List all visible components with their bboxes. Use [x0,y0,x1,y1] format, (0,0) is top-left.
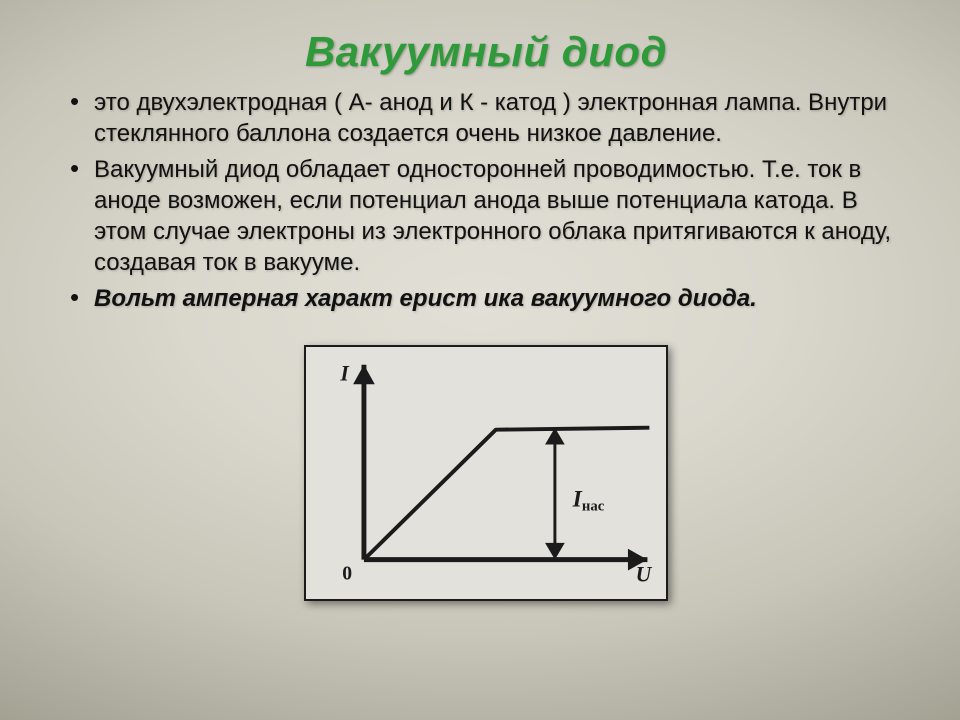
list-item: Вакуумный диод обладает односторонней пр… [66,155,912,278]
bullet-text-2: Вольт амперная характ ерист ика вакуумно… [94,285,757,312]
svg-text:U: U [636,562,653,586]
bullet-text-1: Вакуумный диод обладает односторонней пр… [94,156,891,275]
bullet-text-0: это двухэлектродная ( А- анод и К - като… [94,89,887,147]
iv-curve-chart: I U 0 Iнас [304,345,668,601]
figure-frame: I U 0 Iнас [304,345,668,601]
svg-text:Iнас: Iнас [572,487,605,515]
svg-text:I: I [339,362,350,386]
bullet-list: это двухэлектродная ( А- анод и К - като… [66,88,912,315]
list-item: это двухэлектродная ( А- анод и К - като… [66,88,912,149]
list-item: Вольт амперная характ ерист ика вакуумно… [66,284,912,315]
slide: Вакуумный диод это двухэлектродная ( А- … [0,0,960,720]
svg-text:0: 0 [342,562,352,584]
figure-container: I U 0 Iнас [60,345,912,606]
page-title: Вакуумный диод [60,28,912,76]
